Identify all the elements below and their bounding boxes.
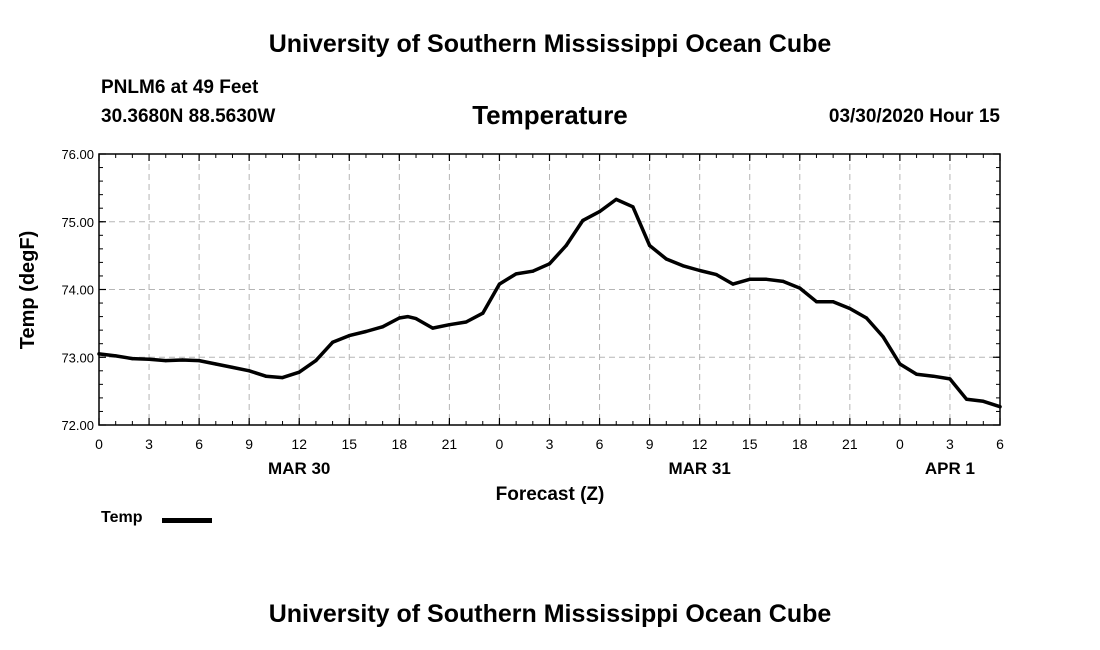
x-tick-label: 3 <box>546 436 554 452</box>
date-label: MAR 30 <box>268 459 330 478</box>
temp-point <box>698 268 702 273</box>
temp-point <box>464 320 468 324</box>
date-label: MAR 31 <box>668 459 730 478</box>
x-tick-label: 9 <box>646 436 654 452</box>
temp-point <box>130 357 134 361</box>
temp-point <box>514 272 518 276</box>
temp-point <box>230 365 235 370</box>
temp-point <box>848 306 852 311</box>
temp-point <box>147 357 151 361</box>
temp-point <box>798 286 802 290</box>
x-tick-label: 9 <box>245 436 253 452</box>
temp-point <box>431 326 435 330</box>
x-tick-label: 6 <box>195 436 203 452</box>
date-label: 03/30/2020 Hour 15 <box>828 106 1000 127</box>
x-tick-label: 21 <box>442 436 458 452</box>
temp-point <box>406 315 410 319</box>
temp-point <box>330 340 335 344</box>
grid <box>99 154 1000 425</box>
temp-point <box>414 317 418 321</box>
temp-point <box>564 243 568 248</box>
temp-point <box>831 300 835 304</box>
temp-point <box>631 205 635 209</box>
temp-point <box>180 358 185 362</box>
temp-point <box>648 243 652 248</box>
temp-point <box>581 218 585 222</box>
temp-point <box>531 269 535 273</box>
temp-point <box>781 279 785 283</box>
temp-point <box>731 282 735 286</box>
temp-point <box>214 362 218 366</box>
station-label: PNLM6 at 49 Feet <box>101 77 259 98</box>
temp-point <box>681 264 685 268</box>
temp-point <box>497 282 502 286</box>
y-tick-label: 76.00 <box>61 147 94 162</box>
temp-point <box>247 369 251 373</box>
temp-point <box>597 209 602 214</box>
footer-title: University of Southern Mississippi Ocean… <box>268 600 832 628</box>
chart-title: Temperature <box>472 100 628 130</box>
x-tick-label: 21 <box>842 436 858 452</box>
series-layer <box>97 197 1002 409</box>
y-tick-label: 72.00 <box>61 418 94 433</box>
temp-series-line <box>97 197 1002 409</box>
temp-point <box>314 359 318 363</box>
temp-point <box>481 311 485 315</box>
temp-point <box>264 374 268 378</box>
temp-point <box>164 359 168 363</box>
x-tick-label: 15 <box>341 436 357 452</box>
temp-point <box>364 329 368 334</box>
legend-swatch <box>162 518 212 523</box>
x-tick-label: 0 <box>496 436 504 452</box>
x-tick-label: 15 <box>742 436 758 452</box>
temp-point <box>397 316 401 320</box>
temp-point <box>347 333 351 338</box>
x-tick-label: 18 <box>792 436 808 452</box>
temp-point <box>748 277 752 281</box>
temp-point <box>114 354 118 358</box>
x-tick-label: 0 <box>896 436 904 452</box>
temp-point <box>914 372 919 376</box>
x-tick-label: 3 <box>946 436 954 452</box>
temp-point <box>297 370 301 374</box>
date-label: APR 1 <box>925 459 975 478</box>
temp-point <box>814 300 819 304</box>
temp-point <box>931 374 935 378</box>
temp-point <box>764 277 769 281</box>
temp-point <box>197 359 201 363</box>
temp-point <box>280 375 285 380</box>
temp-point <box>97 352 101 356</box>
x-tick-label: 18 <box>392 436 408 452</box>
temp-point <box>614 197 618 201</box>
x-tick-label: 3 <box>145 436 153 452</box>
temp-point <box>948 377 952 381</box>
temp-point <box>981 399 985 403</box>
x-tick-label: 6 <box>596 436 604 452</box>
temp-point <box>381 325 385 329</box>
temp-point <box>664 257 668 261</box>
x-tick-label: 12 <box>692 436 708 452</box>
temp-point <box>864 316 869 320</box>
legend-label: Temp <box>101 509 143 526</box>
temp-point <box>714 272 718 277</box>
temp-point <box>898 362 902 366</box>
x-axis-title: Forecast (Z) <box>496 484 605 505</box>
temp-point <box>447 323 451 327</box>
coordinates-label: 30.3680N 88.5630W <box>101 106 276 127</box>
temp-point <box>998 405 1002 409</box>
axis-labels: 72.00 73.00 74.00 75.00 76.00 0 3 6 9 12 15 18 21 0 3 6… <box>61 147 1004 478</box>
x-tick-label: 12 <box>291 436 307 452</box>
temp-point <box>881 335 885 339</box>
y-tick-label: 73.00 <box>61 350 94 365</box>
temp-point <box>547 262 552 266</box>
y-tick-label: 75.00 <box>61 215 94 230</box>
header-title: University of Southern Mississippi Ocean… <box>268 30 832 58</box>
y-axis-title: Temp (degF) <box>17 231 39 350</box>
temperature-chart: 72.00 73.00 74.00 75.00 76.00 0 3 6 9 12 15 18 21 0 3 6… <box>17 147 1004 505</box>
plot-frame <box>98 153 1001 426</box>
temp-point <box>965 397 969 401</box>
y-tick-label: 74.00 <box>61 283 94 298</box>
x-tick-label: 6 <box>996 436 1004 452</box>
x-tick-label: 0 <box>95 436 103 452</box>
